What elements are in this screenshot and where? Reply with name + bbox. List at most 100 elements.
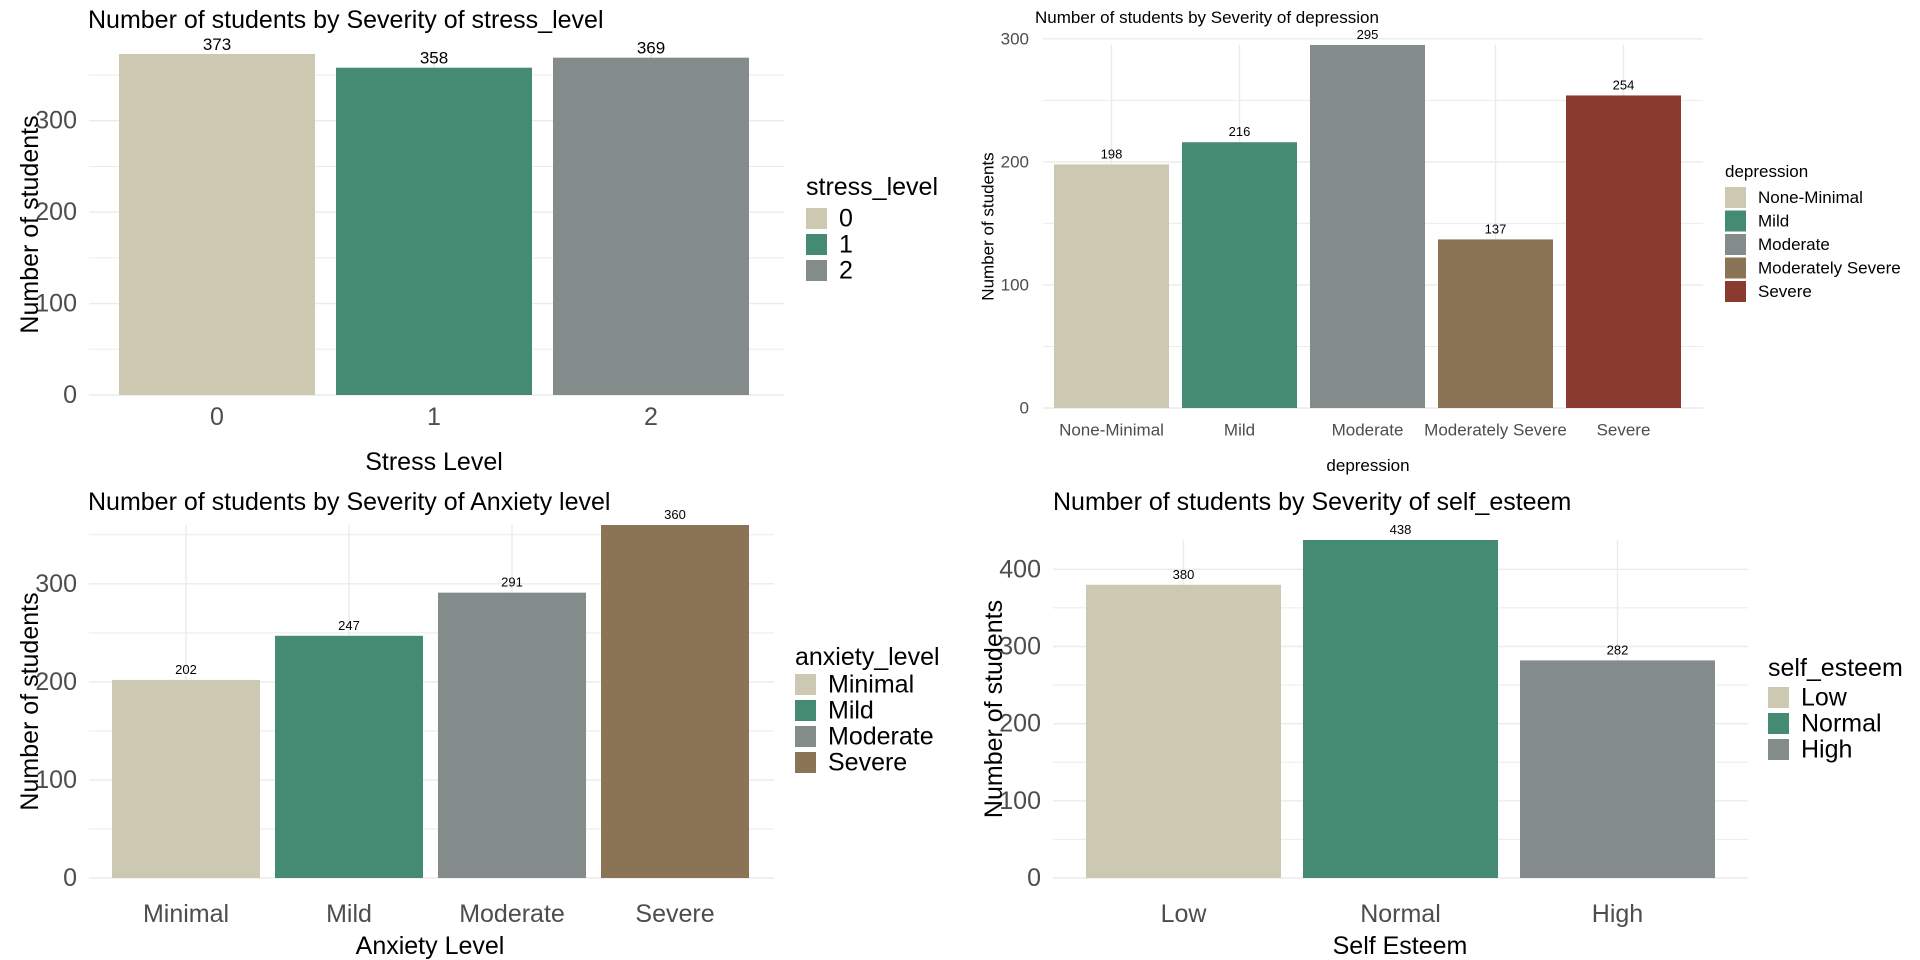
legend-swatch [806, 208, 827, 229]
legend-label: Moderately Severe [1758, 259, 1901, 278]
legend-label: None-Minimal [1758, 188, 1863, 207]
y-tick-label: 300 [35, 570, 77, 598]
y-tick-label: 300 [1001, 29, 1029, 48]
legend-swatch [806, 260, 827, 281]
bar-high [1520, 660, 1715, 878]
bar-2 [553, 57, 749, 396]
legend-swatch [1725, 210, 1746, 232]
legend: depression None-Minimal Mild Moderate Modera… [1725, 162, 1901, 302]
bar-severe [1566, 95, 1681, 409]
legend-label: High [1801, 736, 1852, 764]
value-label: 291 [501, 575, 523, 590]
value-label: 216 [1229, 124, 1251, 139]
x-axis-label: Self Esteem [1333, 932, 1468, 960]
chart-title: Number of students by Severity of self_e… [1053, 488, 1571, 516]
value-label: 282 [1607, 642, 1629, 657]
value-label: 369 [637, 39, 665, 58]
x-axis-label: Anxiety Level [356, 932, 505, 960]
legend-title: depression [1725, 162, 1808, 181]
bar-minimal [112, 679, 260, 878]
legend-label: Normal [1801, 710, 1882, 738]
legend-swatch [1768, 739, 1789, 760]
y-tick-label: 100 [999, 787, 1041, 815]
y-tick-label: 400 [999, 555, 1041, 583]
legend-label: 2 [839, 257, 853, 285]
legend-label: Mild [828, 697, 874, 725]
chart-panel-2: 198 216 295 137 254 0 100 200 300 None-Minimal Mil… [979, 8, 1901, 475]
value-label: 247 [338, 618, 360, 633]
y-tick-label: 200 [35, 668, 77, 696]
value-label: 360 [664, 507, 686, 522]
legend-label: Severe [828, 749, 907, 777]
legend: stress_level 012 [806, 173, 938, 285]
bar-0 [119, 54, 315, 395]
legend-swatch [795, 700, 816, 721]
legend-swatch [795, 752, 816, 773]
chart-title: Number of students by Severity of Anxiet… [88, 488, 610, 516]
legend-label: Severe [1758, 282, 1812, 301]
x-tick-label: 1 [427, 403, 441, 431]
legend-swatch [806, 234, 827, 255]
x-tick-label: 2 [644, 403, 658, 431]
y-axis-label: Number of students [16, 115, 44, 333]
legend-swatch [795, 674, 816, 695]
y-tick-label: 0 [63, 381, 77, 409]
value-label: 373 [203, 35, 231, 54]
legend-swatch [1768, 713, 1789, 734]
legend-swatch [1725, 187, 1746, 208]
legend-title: stress_level [806, 173, 938, 201]
bar-moderately-severe [1438, 239, 1553, 408]
x-tick-label: Minimal [143, 900, 229, 928]
y-tick-label: 100 [1001, 275, 1029, 294]
value-label: 198 [1101, 146, 1123, 161]
y-tick-label: 300 [999, 632, 1041, 660]
x-tick-label: Normal [1360, 900, 1441, 928]
y-tick-label: 200 [1001, 152, 1029, 171]
chart-title: Number of students by Severity of stress… [88, 6, 604, 34]
legend-swatch [1768, 687, 1789, 708]
bar-mild [1182, 142, 1297, 408]
x-tick-label: Low [1161, 900, 1208, 928]
bar-mild [275, 635, 423, 878]
x-tick-label: Mild [326, 900, 372, 928]
y-axis-label: Number of students [979, 152, 998, 300]
x-axis-label: depression [1326, 456, 1409, 475]
x-tick-label: Severe [635, 900, 714, 928]
legend-label: Moderate [828, 723, 934, 751]
bar-1 [336, 67, 532, 395]
value-label: 380 [1173, 567, 1195, 582]
x-tick-label: Moderate [1332, 421, 1404, 440]
y-tick-label: 0 [1027, 864, 1041, 892]
bar-normal [1303, 540, 1498, 878]
bar-moderate [438, 592, 586, 878]
legend-swatch [795, 726, 816, 747]
y-tick-label: 100 [35, 766, 77, 794]
x-tick-label: 0 [210, 403, 224, 431]
y-tick-label: 100 [35, 290, 77, 318]
legend-swatch [1725, 234, 1746, 255]
legend-swatch [1725, 257, 1746, 279]
chart-title: Number of students by Severity of depres… [1035, 8, 1379, 27]
legend-label: Low [1801, 684, 1848, 712]
x-tick-label: Moderately Severe [1424, 421, 1567, 440]
x-tick-label: Severe [1597, 421, 1651, 440]
value-label: 358 [420, 49, 448, 68]
bar-none-minimal [1054, 164, 1169, 408]
legend-label: Minimal [828, 671, 914, 699]
legend-title: self_esteem [1768, 654, 1903, 682]
bar-low [1086, 584, 1281, 878]
x-tick-label: Moderate [459, 900, 565, 928]
value-label: 295 [1357, 27, 1379, 42]
y-axis-label: Number of students [16, 592, 44, 810]
value-label: 254 [1613, 77, 1635, 92]
value-label: 137 [1485, 221, 1507, 236]
bar-moderate [1310, 45, 1425, 408]
legend-label: 0 [839, 205, 853, 233]
legend-label: Mild [1758, 212, 1789, 231]
